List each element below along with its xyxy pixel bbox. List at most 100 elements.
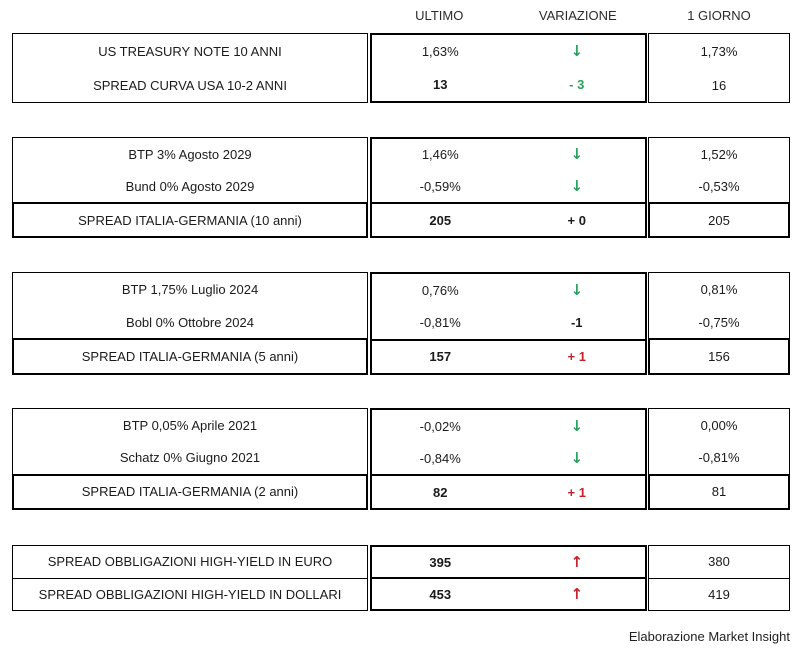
label-column: BTP 3% Agosto 2029 Bund 0% Agosto 2029 SPR… (12, 137, 368, 238)
values-row: -0,84% ↓ (372, 442, 645, 474)
column-header-variazione: VARIAZIONE (538, 8, 617, 23)
variazione-value: + 1 (567, 349, 586, 365)
giorno-box: 0,00% -0,81% (648, 408, 790, 474)
arrow-down-icon: ↓ (570, 177, 584, 195)
ultimo-value: 395 (429, 554, 452, 570)
giorno-box: 380 419 (648, 545, 790, 611)
header-spacer (12, 8, 368, 23)
label-column: SPREAD OBBLIGAZIONI HIGH-YIELD IN EURO SP… (12, 545, 368, 611)
row-label: Schatz 0% Giugno 2021 (119, 450, 261, 466)
arrow-up-icon: ↑ (570, 584, 584, 603)
label-box: BTP 3% Agosto 2029 Bund 0% Agosto 2029 (12, 137, 368, 202)
ultimo-value: 205 (429, 212, 452, 228)
bond-block: US TREASURY NOTE 10 ANNI SPREAD CURVA USA… (12, 33, 790, 103)
ultimo-variazione-box: 1,63% ↓ 13 - 3 (370, 33, 647, 103)
giorno-value: 0,00% (700, 417, 738, 433)
ultimo-value: 13 (433, 77, 448, 92)
row-label: BTP 1,75% Luglio 2024 (121, 281, 259, 297)
arrow-up-icon: ↑ (570, 552, 584, 571)
giorno-value: 205 (708, 212, 730, 228)
row-label: SPREAD ITALIA-GERMANIA (2 anni) (81, 484, 299, 500)
variazione-value: + 0 (567, 212, 586, 228)
values-row: 157 + 1 (372, 338, 645, 373)
bond-block: BTP 0,05% Aprile 2021 Schatz 0% Giugno 20… (12, 408, 790, 510)
giorno-value: 16 (711, 77, 727, 93)
label-column: US TREASURY NOTE 10 ANNI SPREAD CURVA USA… (12, 33, 368, 103)
giorno-value: 81 (711, 484, 727, 500)
values-row: 1,46% ↓ (372, 139, 645, 171)
spread-giorno-box: 156 (648, 338, 790, 375)
arrow-down-icon: ↓ (570, 416, 584, 435)
row-label: SPREAD ITALIA-GERMANIA (5 anni) (81, 349, 299, 365)
variazione-value: -1 (570, 314, 583, 330)
ultimo-variazione-box: 1,46% ↓ -0,59% ↓ 205 + 0 (370, 137, 647, 238)
values-row: 82 + 1 (372, 474, 645, 508)
label-box: US TREASURY NOTE 10 ANNI SPREAD CURVA USA… (12, 33, 368, 103)
header-mid-group: ULTIMO VARIAZIONE (370, 8, 647, 23)
credit-text: Elaborazione Market Insight (628, 629, 790, 644)
values-row: 13 - 3 (372, 68, 645, 101)
label-column: BTP 1,75% Luglio 2024 Bobl 0% Ottobre 202… (12, 272, 368, 375)
ultimo-value: 157 (429, 349, 452, 365)
giorno-column: 380 419 (648, 545, 790, 611)
giorno-box: 1,52% -0,53% (648, 137, 790, 202)
spread-label-box: SPREAD ITALIA-GERMANIA (5 anni) (12, 338, 368, 375)
values-row: -0,81% -1 (372, 306, 645, 338)
row-label: SPREAD OBBLIGAZIONI HIGH-YIELD IN DOLLAR… (13, 577, 367, 611)
spread-giorno-box: 205 (648, 202, 790, 238)
ultimo-value: 82 (433, 484, 448, 500)
values-row: -0,02% ↓ (372, 410, 645, 442)
ultimo-value: -0,84% (419, 450, 461, 466)
row-label: BTP 0,05% Aprile 2021 (122, 417, 258, 433)
row-label: US TREASURY NOTE 10 ANNI (98, 43, 282, 59)
label-column: BTP 0,05% Aprile 2021 Schatz 0% Giugno 20… (12, 408, 368, 510)
row-label: SPREAD OBBLIGAZIONI HIGH-YIELD IN EURO (47, 554, 333, 570)
spread-giorno-box: 81 (648, 473, 790, 510)
arrow-down-icon: ↓ (570, 42, 584, 60)
spread-label-box: SPREAD ITALIA-GERMANIA (2 anni) (12, 473, 368, 510)
ultimo-value: 1,46% (421, 147, 459, 163)
label-box: BTP 1,75% Luglio 2024 Bobl 0% Ottobre 202… (12, 272, 368, 339)
giorno-column: 0,00% -0,81% 81 (648, 408, 790, 510)
ultimo-variazione-box: 0,76% ↓ -0,81% -1 157 + 1 (370, 272, 647, 375)
ultimo-value: -0,81% (419, 314, 461, 330)
column-headers: ULTIMO VARIAZIONE 1 GIORNO (12, 8, 790, 23)
giorno-column: 0,81% -0,75% 156 (648, 272, 790, 375)
row-label: BTP 3% Agosto 2029 (128, 146, 252, 162)
row-label: Bund 0% Agosto 2029 (125, 178, 255, 194)
bond-block: SPREAD OBBLIGAZIONI HIGH-YIELD IN EURO SP… (12, 545, 790, 611)
giorno-value: -0,75% (698, 314, 740, 330)
variazione-value: - 3 (569, 77, 585, 92)
label-box: SPREAD OBBLIGAZIONI HIGH-YIELD IN EURO SP… (12, 545, 368, 611)
giorno-box: 1,73% 16 (648, 33, 790, 103)
arrow-down-icon: ↓ (570, 280, 584, 299)
row-label: SPREAD CURVA USA 10-2 ANNI (93, 77, 287, 93)
ultimo-variazione-box: -0,02% ↓ -0,84% ↓ 82 + 1 (370, 408, 647, 510)
giorno-value: 156 (708, 349, 730, 365)
spread-label-box: SPREAD ITALIA-GERMANIA (10 anni) (12, 202, 368, 238)
giorno-value: 419 (649, 577, 789, 611)
values-row: 1,63% ↓ (372, 35, 645, 68)
ultimo-value: -0,02% (419, 418, 461, 434)
ultimo-value: -0,59% (419, 179, 461, 194)
arrow-down-icon: ↓ (570, 448, 584, 467)
giorno-box: 0,81% -0,75% (648, 272, 790, 339)
giorno-value: 1,73% (700, 43, 738, 59)
giorno-value: 0,81% (700, 281, 738, 297)
giorno-value: 1,52% (700, 146, 738, 162)
values-row: -0,59% ↓ (372, 171, 645, 203)
row-label: SPREAD ITALIA-GERMANIA (10 anni) (78, 212, 302, 228)
ultimo-value: 1,63% (421, 44, 459, 59)
values-row: 453 ↑ (372, 577, 645, 609)
giorno-column: 1,73% 16 (648, 33, 790, 103)
ultimo-value: 0,76% (421, 282, 459, 298)
column-header-ultimo: ULTIMO (415, 8, 464, 23)
giorno-value: -0,53% (698, 178, 740, 194)
column-header-giorno: 1 GIORNO (687, 8, 751, 23)
values-row: 205 + 0 (372, 202, 645, 236)
variazione-value: + 1 (567, 484, 586, 500)
bond-block: BTP 3% Agosto 2029 Bund 0% Agosto 2029 SPR… (12, 137, 790, 238)
giorno-value: -0,81% (698, 450, 740, 466)
giorno-column: 1,52% -0,53% 205 (648, 137, 790, 238)
